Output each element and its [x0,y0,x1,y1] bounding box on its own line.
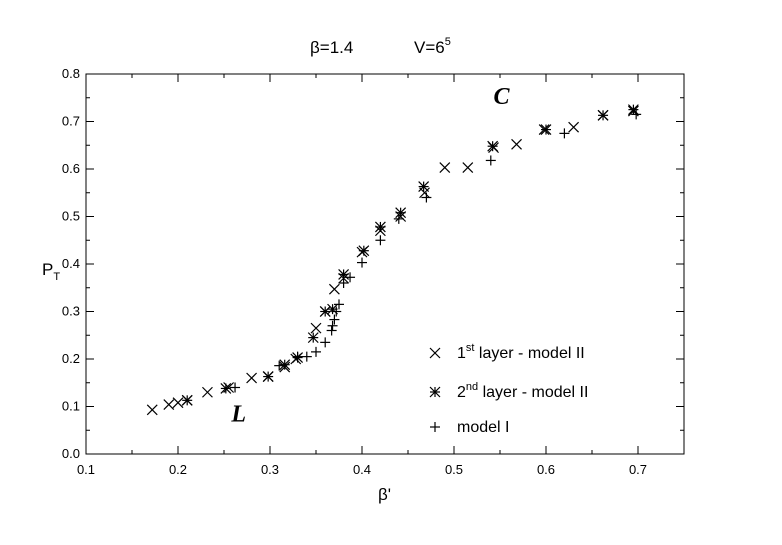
y-tick-label: 0.5 [62,209,80,224]
y-tick-label: 0.8 [62,66,80,81]
data-point-plus [357,257,367,268]
data-point-asterisk [181,394,193,406]
data-point-plus [338,278,349,288]
data-point-plus [292,351,303,362]
legend-label: model I [457,419,509,436]
data-point-plus [311,346,321,357]
y-tick-label: 0.6 [62,161,80,176]
legend-label-sup: nd [466,381,478,393]
data-point-asterisk [220,383,232,394]
legend-marker-plus [430,422,440,432]
y-axis-label-sub: T [53,271,60,283]
chart-title-right-sup: 5 [445,36,451,48]
y-axis-label: PT [42,260,60,283]
data-point-x [511,138,522,150]
data-point-plus [345,272,356,283]
data-point-x [328,283,340,295]
x-tick-label: 0.6 [537,462,555,477]
x-tick-label: 0.3 [261,462,279,477]
chart-title-right-base: V=6 [414,38,445,57]
chart-title-left: β=1.4 [310,38,353,57]
data-point-plus [421,192,432,203]
data-point-plus [327,320,338,331]
data-point-asterisk [319,306,331,317]
data-point-x [439,162,451,173]
legend-label-sup: st [466,342,475,354]
y-tick-label: 0.7 [62,114,80,129]
data-point-plus [393,213,404,224]
data-point-asterisk [307,332,319,344]
data-point-plus [274,360,285,371]
y-tick-label: 0.1 [62,399,80,414]
axis-ticks [85,73,685,455]
data-point-asterisk [597,109,609,121]
x-axis-label: β' [378,485,391,504]
data-point-asterisk [374,221,386,233]
data-point-asterisk [338,269,350,280]
data-point-plus [320,337,331,348]
data-point-plus [230,382,241,393]
legend-marker-asterisk [429,386,441,398]
chart-title-right: V=65 [414,36,451,57]
data-point-plus [301,351,312,362]
x-tick-label: 0.7 [629,462,647,477]
legend-label: 2nd layer - model II [457,381,588,401]
data-point-plus [631,109,642,120]
data-point-x [568,121,580,133]
legend-marker-x [429,347,441,359]
data-point-asterisk [262,371,274,382]
data-point-plus [326,325,337,336]
tick-labels: 0.1 0.2 0.3 0.4 0.5 0.6 0.70.00.10.20.30.40.50… [62,66,647,477]
data-point-plus [331,306,342,317]
data-point-x [310,322,322,334]
data-point-asterisk [418,181,430,192]
data-point-asterisk [487,140,499,152]
data-point-plus [559,128,570,139]
y-tick-label: 0.3 [62,304,80,319]
data-point-asterisk [540,124,552,135]
data-point-x [163,399,175,411]
region-label-C: C [494,84,511,110]
data-point-asterisk [358,245,370,257]
data-point-plus [329,314,340,325]
data-point-x [202,386,213,398]
data-point-asterisk [395,207,407,219]
y-tick-label: 0.0 [62,446,80,461]
x-tick-label: 0.4 [353,462,371,477]
y-tick-label: 0.2 [62,351,80,366]
legend-label-num: 2 [457,384,466,401]
legend-label-rest: layer - model II [478,384,588,401]
y-tick-label: 0.4 [62,256,80,271]
legend-label-rest: layer - model II [474,345,584,362]
data-point-plus [375,235,386,246]
y-axis-label-main: P [42,260,53,279]
legend-label: 1st layer - model II [457,342,585,362]
annotations: CL [230,84,510,428]
data-point-x [462,162,474,173]
data-point-x [172,397,184,409]
plot-frame [85,73,685,455]
data-point-x [246,372,258,384]
x-tick-label: 0.2 [169,462,187,477]
data-point-x [146,404,158,416]
data-points [146,104,642,416]
x-tick-label: 0.1 [77,462,95,477]
data-point-asterisk [279,359,291,371]
data-point-asterisk [627,104,639,116]
legend-label-rest: model I [457,419,509,436]
data-point-plus [334,299,344,310]
data-point-plus [485,155,496,166]
region-label-L: L [230,402,246,428]
x-tick-label: 0.5 [445,462,463,477]
legend-label-num: 1 [457,345,466,362]
